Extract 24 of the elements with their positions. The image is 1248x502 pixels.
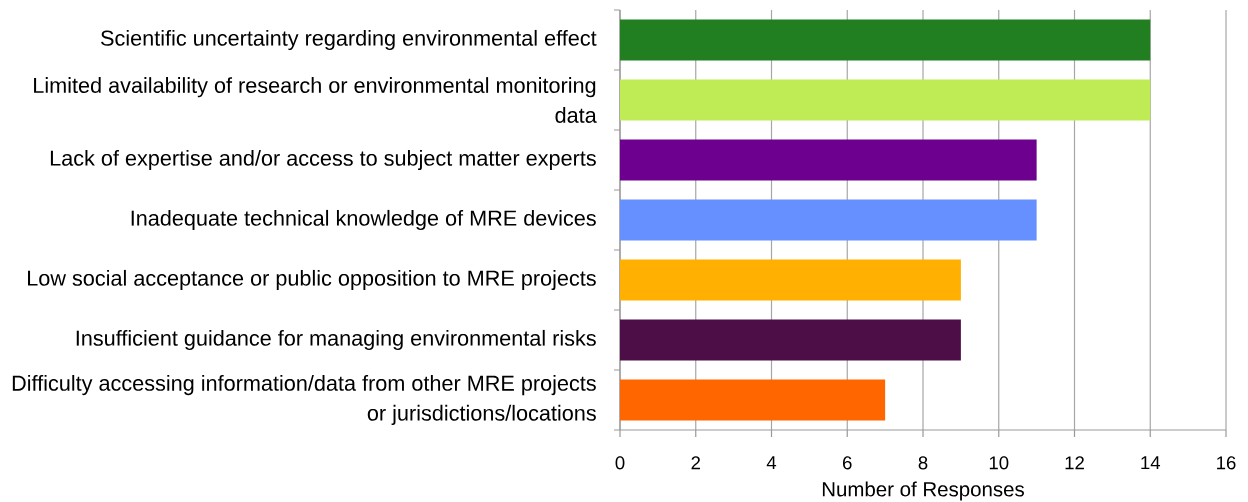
x-tick-label: 12 [1065,456,1084,470]
y-tick-label: Insufficient guidance for managing environmental risks [76,329,596,351]
y-tick-label: Scientific uncertainty regarding environmental effect [101,29,597,51]
x-tick-label: 8 [918,456,928,470]
x-tick-label: 0 [615,456,625,470]
x-tick-label: 16 [1217,456,1236,470]
y-tick-label: Low social acceptance or public opposition to MRE projects [28,269,596,291]
x-tick-label: 2 [691,456,700,470]
x-tick-label: 4 [766,456,777,470]
bar [620,19,1151,61]
bar [620,139,1037,181]
x-tick-label: 14 [1141,456,1161,470]
bar [620,259,961,301]
y-tick-label: Lack of expertise and/or access to subject matter experts [50,149,596,171]
x-tick-label: 10 [989,456,1009,470]
x-axis-title: Number of Responses [822,481,1024,501]
y-tick-label: Difficulty accessing information/data from other MRE projects or jurisdictions/locations [12,374,596,426]
bar [620,379,886,421]
x-tick-label: 6 [843,456,852,470]
y-tick-label: Inadequate technical knowledge of MRE devices [131,209,596,231]
y-tick-label: Limited availability of research or environmental monitoring data [34,77,597,123]
bar [620,79,1151,121]
bar [620,319,961,361]
bar [620,199,1037,241]
